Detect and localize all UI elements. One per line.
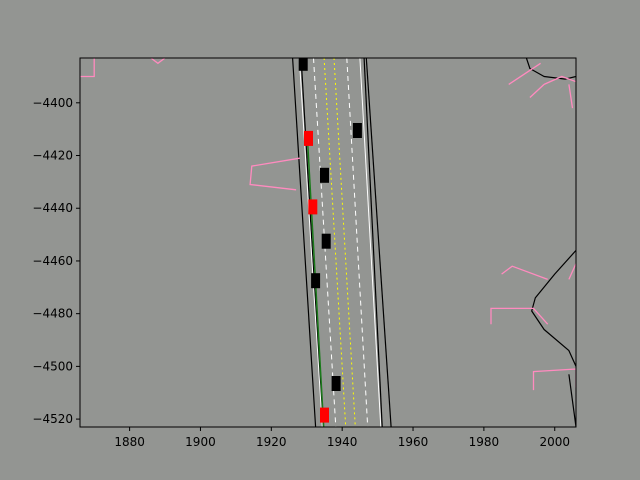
road-edge-right-outer bbox=[365, 58, 392, 427]
agent-vehicle bbox=[308, 199, 318, 215]
crosswalk-line bbox=[568, 84, 574, 109]
other-vehicle bbox=[321, 233, 331, 249]
crosswalk-line bbox=[80, 58, 95, 78]
agent-vehicle bbox=[320, 407, 329, 423]
other-vehicle bbox=[298, 58, 308, 71]
lane-line-solid-white bbox=[359, 58, 382, 427]
x-tick-label: 2000 bbox=[539, 435, 570, 449]
y-axis: −4400 −4420 −4440 −4460 −4480 −4500 −4520 bbox=[32, 96, 80, 426]
curb-line bbox=[531, 249, 576, 367]
lane-line-dashed-yellow bbox=[323, 58, 347, 427]
x-tick-label: 1920 bbox=[256, 435, 287, 449]
lane-line-dashed-white bbox=[346, 58, 369, 427]
road-edge-right-inner bbox=[363, 58, 383, 427]
crosswalk-line bbox=[490, 307, 549, 325]
crosswalk-line bbox=[543, 75, 576, 85]
y-tick-label: −4500 bbox=[32, 359, 73, 373]
x-tick-label: 1940 bbox=[327, 435, 358, 449]
x-tick-label: 1960 bbox=[398, 435, 429, 449]
crosswalk-line bbox=[532, 368, 576, 391]
x-axis: 1880 1900 1920 1940 1960 1980 2000 bbox=[114, 427, 570, 449]
curb-line bbox=[525, 58, 576, 80]
x-tick-label: 1980 bbox=[469, 435, 500, 449]
curb-line bbox=[568, 374, 576, 427]
other-vehicle bbox=[311, 273, 321, 289]
plot-content bbox=[80, 58, 576, 427]
x-tick-label: 1880 bbox=[114, 435, 145, 449]
crosswalk-line bbox=[249, 157, 300, 191]
crosswalk-line bbox=[150, 58, 166, 65]
crosswalk-line bbox=[529, 83, 545, 98]
other-vehicle bbox=[352, 123, 362, 138]
y-tick-label: −4480 bbox=[32, 307, 73, 321]
y-tick-label: −4520 bbox=[32, 412, 73, 426]
y-tick-label: −4420 bbox=[32, 149, 73, 163]
crosswalk-line bbox=[501, 265, 548, 281]
y-tick-label: −4460 bbox=[32, 254, 73, 268]
other-vehicle bbox=[331, 376, 341, 391]
y-tick-label: −4400 bbox=[32, 96, 73, 110]
other-vehicle bbox=[320, 167, 329, 183]
road-edge-left-inner bbox=[300, 58, 324, 427]
crosswalk-line bbox=[508, 62, 541, 85]
lane-line-solid-white bbox=[298, 58, 323, 427]
road-edge-left-outer bbox=[292, 58, 317, 427]
agent-vehicle bbox=[304, 130, 313, 146]
crosswalk-line bbox=[568, 263, 576, 280]
plot-frame bbox=[79, 57, 577, 428]
y-tick-label: −4440 bbox=[32, 201, 73, 215]
x-tick-label: 1900 bbox=[185, 435, 216, 449]
lane-line-dashed-yellow bbox=[333, 58, 356, 427]
